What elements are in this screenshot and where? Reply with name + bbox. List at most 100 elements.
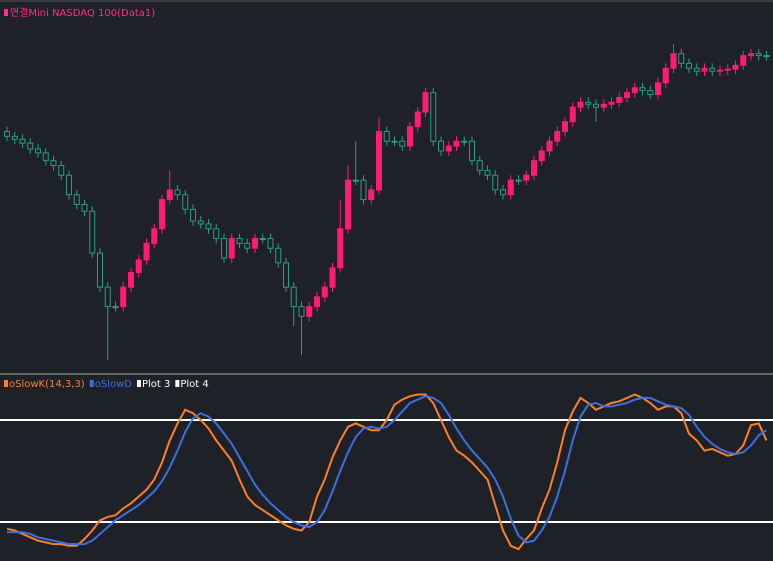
candle-body <box>27 142 34 150</box>
candle-body <box>259 238 266 241</box>
indicator-line <box>6 393 768 551</box>
legend-label: Plot 3 <box>142 379 170 390</box>
candle-body <box>73 194 80 205</box>
candle-body <box>337 228 344 269</box>
candle-body <box>709 67 716 72</box>
candle-body <box>360 179 367 201</box>
candle-body <box>267 238 274 249</box>
candle-body <box>438 140 444 152</box>
candle-body <box>414 111 421 128</box>
candle-body <box>376 130 382 191</box>
candle-body <box>329 267 336 288</box>
candle-body <box>562 121 568 132</box>
candle-body <box>453 140 460 147</box>
candle-body <box>290 286 297 308</box>
candle-body <box>89 210 96 254</box>
candle-body <box>42 152 49 162</box>
candle-body <box>616 96 623 103</box>
candle-body <box>593 103 599 108</box>
candle-body <box>461 140 468 143</box>
candle-body <box>399 140 406 147</box>
candle-body <box>655 82 661 96</box>
candle-body <box>693 67 700 72</box>
candle-body <box>484 169 491 176</box>
candle-body <box>546 140 553 152</box>
candle-body <box>445 145 452 152</box>
chart-title: 연결Mini NASDAQ 100(Data1) <box>10 7 155 19</box>
candle-body <box>701 67 708 72</box>
candle-body <box>724 68 731 71</box>
candle-body <box>577 101 584 108</box>
candle-body <box>174 189 181 196</box>
candle-body <box>283 262 289 288</box>
candle-body <box>476 160 483 171</box>
candle-body <box>275 247 282 264</box>
candle-body <box>383 130 390 142</box>
candle-body <box>368 189 375 201</box>
candle-body <box>244 242 251 249</box>
candle-body <box>662 67 669 84</box>
candle-body <box>11 135 18 140</box>
candle-body <box>104 286 111 308</box>
candle-body <box>4 130 10 137</box>
title-swatch <box>4 9 8 16</box>
candle-body <box>639 87 646 92</box>
legend-label: oSlowD <box>95 379 133 390</box>
candle-body <box>314 296 320 308</box>
candle-body <box>740 55 747 66</box>
candle-body <box>492 174 499 191</box>
candle-body <box>50 160 57 167</box>
candle-body <box>112 306 119 309</box>
candle-body <box>159 199 165 230</box>
candle-body <box>407 126 413 147</box>
candle-body <box>531 160 537 176</box>
candle-body <box>763 55 770 58</box>
candle-body <box>252 238 258 249</box>
candle-body <box>430 92 437 142</box>
legend-swatch <box>136 380 141 387</box>
legend-label: Plot 4 <box>180 379 208 390</box>
candle-body <box>58 165 65 176</box>
candle-body <box>422 92 429 113</box>
candle-body <box>538 150 545 162</box>
legend-swatch <box>89 380 94 387</box>
candle-body <box>678 53 685 64</box>
candle-body <box>345 179 351 230</box>
candle-body <box>608 101 615 105</box>
candle-body <box>391 140 398 143</box>
candle-body <box>321 286 328 298</box>
candle-body <box>507 179 514 196</box>
candle-body <box>647 90 654 96</box>
candle-body <box>228 238 235 259</box>
candle-body <box>120 286 127 308</box>
legend-label: oSlowK(14,3,3) <box>9 379 85 390</box>
candle-body <box>755 53 762 57</box>
candle-body <box>19 138 26 144</box>
candle-body <box>352 179 359 182</box>
candle-body <box>624 92 630 98</box>
candle-body <box>221 238 227 259</box>
candle-body <box>182 194 189 210</box>
candle-body <box>500 189 506 196</box>
indicator-line <box>7 395 768 546</box>
candle-body <box>298 306 305 317</box>
candle-body <box>135 259 142 274</box>
candle-body <box>197 220 204 225</box>
legend-swatch <box>175 380 180 387</box>
candle-body <box>732 64 739 70</box>
candle-body <box>190 208 196 222</box>
candle-body <box>306 306 313 317</box>
indicator-legend: oSlowK(14,3,3) oSlowD Plot 3 Plot 4 <box>4 379 209 390</box>
candle-body <box>686 62 692 69</box>
candle-body <box>128 272 134 288</box>
candle-body <box>97 252 103 288</box>
candle-body <box>81 203 88 212</box>
candle-body <box>585 101 592 105</box>
candle-body <box>717 69 723 72</box>
candle-body <box>166 189 173 201</box>
candle-body <box>554 130 561 142</box>
candle-body <box>569 106 576 123</box>
candle-body <box>143 242 150 261</box>
